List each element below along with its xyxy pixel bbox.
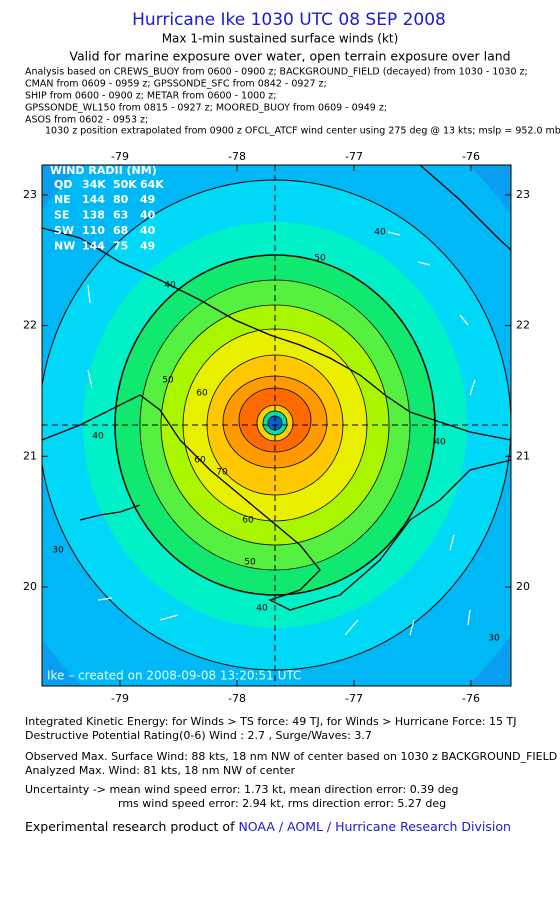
wind-arrows xyxy=(87,231,476,636)
y-tick-label: 21 xyxy=(516,449,530,462)
ike-line: Integrated Kinetic Energy: for Winds > T… xyxy=(25,715,517,728)
wind-radii-cell: SW xyxy=(54,224,74,237)
coastline xyxy=(42,394,511,611)
coastline xyxy=(42,227,511,441)
wind-radii-header: 50K xyxy=(113,178,137,191)
wind-radii-cell: NE xyxy=(54,193,71,206)
wind-radii-cell: 63 xyxy=(113,209,128,222)
contour-label: 40 xyxy=(92,432,104,442)
contour-label: 70 xyxy=(216,468,228,478)
y-tick-label: 23 xyxy=(516,188,530,201)
analysis-line: GPSSONDE_WL150 from 0815 - 0927 z; MOORE… xyxy=(25,103,387,114)
wind-radii-header: QD xyxy=(54,178,72,191)
coastline xyxy=(419,165,511,251)
wind-radii-cell: 144 xyxy=(82,193,105,206)
wind-radii-cell: 40 xyxy=(140,224,156,237)
wind-radii-cell: 110 xyxy=(82,224,105,237)
x-tick-label: -79 xyxy=(111,150,129,163)
wind-radii-cell: NW xyxy=(54,240,75,253)
wind-radii-cell: 144 xyxy=(82,240,105,253)
product-prefix: Experimental research product of xyxy=(25,819,238,834)
x-tick-label: -76 xyxy=(462,150,480,163)
wind-radii-header: 34K xyxy=(82,178,106,191)
contour-label: 60 xyxy=(196,389,208,399)
contour-label: 60 xyxy=(194,456,206,466)
contour-label: 40 xyxy=(434,438,446,448)
x-tick-label: -76 xyxy=(462,692,480,705)
product-line: Experimental research product of NOAA / … xyxy=(25,819,511,834)
wind-radii-cell: 80 xyxy=(113,193,129,206)
contour-label: 40 xyxy=(164,281,176,291)
analysis-line: CMAN from 0609 - 0959 z; GPSSONDE_SFC fr… xyxy=(25,79,327,90)
y-tick-label: 21 xyxy=(23,449,37,462)
contour-label: 40 xyxy=(256,604,268,614)
wind-radii-cell: 138 xyxy=(82,209,105,222)
contour-label: 50 xyxy=(244,558,256,568)
analysis-lines: Analysis based on CREWS_BUOY from 0600 -… xyxy=(25,67,528,126)
x-tick-label: -79 xyxy=(111,692,129,705)
contour-label: 30 xyxy=(488,634,500,644)
dpr-line: Destructive Potential Rating(0-6) Wind :… xyxy=(25,729,372,742)
contour-label: 40 xyxy=(374,228,386,238)
wind-radii-cell: SE xyxy=(54,209,69,222)
wind-radii-cell: 68 xyxy=(113,224,128,237)
uncertainty-line: Uncertainty -> mean wind speed error: 1.… xyxy=(25,783,458,796)
x-tick-label: -77 xyxy=(345,150,363,163)
analysis-line: SHIP from 0600 - 0900 z; METAR from 0600… xyxy=(25,91,276,102)
contour-label: 50 xyxy=(162,376,174,386)
subtitle: Max 1-min sustained surface winds (kt) xyxy=(162,32,399,46)
y-tick-label: 23 xyxy=(23,188,37,201)
wind-radii-cell: 40 xyxy=(140,209,156,222)
wind-radii-cell: 49 xyxy=(140,240,155,253)
y-tick-label: 20 xyxy=(516,580,530,593)
uncertainty-line: rms wind speed error: 2.94 kt, rms direc… xyxy=(118,797,446,810)
map-overlay: -79 -79 -78 -78 -77 -77 -76 -76 20 20 21 21 22 22 23 23… xyxy=(23,150,530,705)
wind-field xyxy=(42,165,511,686)
analysis-line: Analysis based on CREWS_BUOY from 0600 -… xyxy=(25,67,528,78)
wind-radii-title: WIND RADII (NM) xyxy=(50,164,157,177)
product-org: NOAA / AOML / Hurricane Research Divisio… xyxy=(238,819,510,834)
x-tick-label: -77 xyxy=(345,692,363,705)
analyzed-line: Analyzed Max. Wind: 81 kts, 18 nm NW of … xyxy=(25,764,296,777)
contour-label: 50 xyxy=(314,254,326,264)
y-tick-label: 22 xyxy=(23,319,37,332)
wind-radii-header: 64K xyxy=(140,178,164,191)
wind-radii-cell: 49 xyxy=(140,193,155,206)
position-line: 1030 z position extrapolated from 0900 z… xyxy=(45,126,560,137)
credit: Ike – created on 2008-09-08 13:20:51 UTC xyxy=(47,669,301,683)
y-tick-label: 22 xyxy=(516,319,530,332)
valid-line: Valid for marine exposure over water, op… xyxy=(69,49,510,64)
coastline xyxy=(79,504,141,521)
x-tick-label: -78 xyxy=(228,150,246,163)
observed-line: Observed Max. Surface Wind: 88 kts, 18 n… xyxy=(25,750,557,763)
contour-label: 60 xyxy=(242,516,254,526)
contour-label: 30 xyxy=(52,546,64,556)
wind-radii-cell: 75 xyxy=(113,240,128,253)
title: Hurricane Ike 1030 UTC 08 SEP 2008 xyxy=(132,10,446,30)
analysis-line: ASOS from 0602 - 0953 z; xyxy=(25,115,148,126)
y-tick-label: 20 xyxy=(23,580,37,593)
map-frame xyxy=(41,164,512,687)
x-tick-label: -78 xyxy=(228,692,246,705)
